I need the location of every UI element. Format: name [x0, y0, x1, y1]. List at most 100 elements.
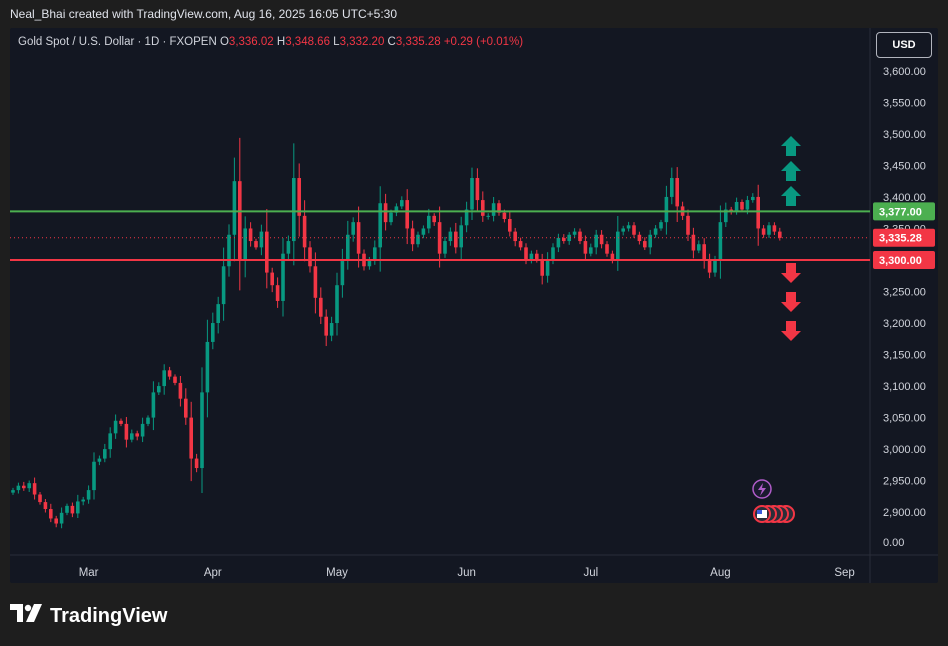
candle-body — [140, 423, 145, 437]
candle-body — [221, 266, 226, 305]
candle-body — [389, 212, 393, 223]
candle-body — [772, 225, 777, 232]
y-tick-label: 3,200.00 — [883, 318, 926, 330]
x-tick-label: Sep — [834, 567, 854, 579]
chart-panel[interactable]: 3,600.00 3,550.00 3,500.00 3,450.00 3,400.00… — [10, 28, 938, 583]
support-badge — [873, 250, 935, 269]
candle-body — [778, 231, 782, 238]
candle-body — [632, 225, 636, 235]
candle-body — [243, 228, 247, 260]
candle-body — [211, 323, 215, 342]
candle-body — [702, 244, 706, 260]
up-arrow-icon — [781, 136, 801, 156]
y-tick-label: 2,900.00 — [883, 507, 926, 519]
candle-body — [351, 222, 355, 235]
y-tick-label: 3,050.00 — [883, 413, 926, 425]
candle-body — [49, 509, 53, 519]
currency-button[interactable]: USD — [876, 32, 932, 58]
candle-body — [421, 228, 426, 235]
down-arrow-icon — [781, 292, 801, 312]
candle-body — [594, 234, 598, 248]
candle-body — [621, 228, 625, 232]
y-tick-label: 3,400.00 — [883, 192, 926, 204]
candle-body — [491, 203, 496, 216]
candle-body — [610, 253, 615, 260]
resistance-badge — [873, 202, 935, 221]
candle-body — [599, 234, 604, 245]
candle-body — [513, 231, 517, 242]
candle-body — [216, 304, 220, 324]
candle-body — [670, 178, 674, 197]
candle-body — [167, 370, 172, 377]
y-tick-label: 3,600.00 — [883, 66, 926, 78]
candle-body — [459, 225, 463, 248]
candle-body — [734, 201, 739, 211]
candle-body — [119, 420, 123, 424]
candle-body — [270, 272, 274, 286]
candle-body — [22, 485, 26, 489]
candle-body — [205, 341, 210, 393]
tradingview-footer: TradingView — [10, 600, 167, 632]
resistance-badge-label: 3,377.00 — [879, 206, 922, 218]
candle-body — [540, 259, 544, 276]
candle-body — [486, 215, 490, 217]
candle-body — [443, 241, 447, 254]
candle-body — [502, 212, 507, 219]
candle-body — [707, 259, 712, 273]
candle-body — [616, 231, 620, 260]
y-tick-label: 3,000.00 — [883, 444, 926, 456]
candle-body — [637, 234, 642, 242]
symbol-legend: Gold Spot / U.S. Dollar · 1D · FXOPEN O3… — [18, 36, 523, 48]
x-tick-label: Aug — [710, 567, 730, 579]
candle-body — [124, 423, 129, 440]
candle-body — [113, 420, 118, 434]
candle-body — [297, 178, 301, 216]
candle-body — [653, 228, 658, 235]
candle-body — [367, 259, 372, 267]
candle-body — [346, 234, 350, 260]
last-price-badge — [873, 228, 935, 247]
x-tick-label: Mar — [79, 567, 99, 579]
candle-body — [81, 499, 85, 502]
candle-body — [38, 494, 42, 503]
candle-body — [308, 247, 312, 267]
candle-body — [470, 178, 474, 210]
candle-body — [578, 231, 582, 242]
y-tick-label: 3,250.00 — [883, 287, 926, 299]
candle-body — [65, 505, 69, 513]
last-price-label: 3,335.28 — [879, 233, 922, 245]
candle-body — [767, 225, 771, 235]
candle-body — [394, 206, 399, 213]
us-flag-canton — [757, 510, 762, 514]
candle-body — [751, 196, 755, 201]
candle-body — [481, 200, 485, 216]
candle-body — [508, 218, 512, 232]
y-tick-label: 2,950.00 — [883, 476, 926, 488]
candle-body — [724, 209, 728, 223]
candle-body — [675, 178, 679, 207]
candle-body — [664, 196, 669, 223]
candle-body — [135, 433, 139, 437]
candle-body — [286, 241, 291, 254]
candle-body — [313, 266, 318, 298]
price-chart[interactable]: 3,600.00 3,550.00 3,500.00 3,450.00 3,400.00… — [10, 28, 938, 583]
open-label: O — [219, 36, 229, 48]
candle-body — [92, 461, 96, 491]
candle-body — [378, 203, 382, 248]
candle-body — [691, 234, 696, 251]
x-tick-label: Jul — [583, 567, 598, 579]
candle-body — [718, 222, 723, 260]
candle-body — [146, 417, 150, 424]
down-arrow-icon — [781, 321, 801, 341]
candle-body — [194, 458, 199, 469]
candle-body — [178, 382, 183, 399]
x-tick-label: May — [326, 567, 348, 579]
candle-body — [545, 259, 550, 276]
candle-body — [497, 203, 501, 213]
x-tick-label: Jun — [457, 567, 476, 579]
candle-body — [589, 247, 593, 254]
y-tick-label: 3,550.00 — [883, 97, 926, 109]
candle-body — [54, 518, 58, 524]
candle-body — [427, 215, 431, 229]
candle-body — [551, 247, 555, 260]
